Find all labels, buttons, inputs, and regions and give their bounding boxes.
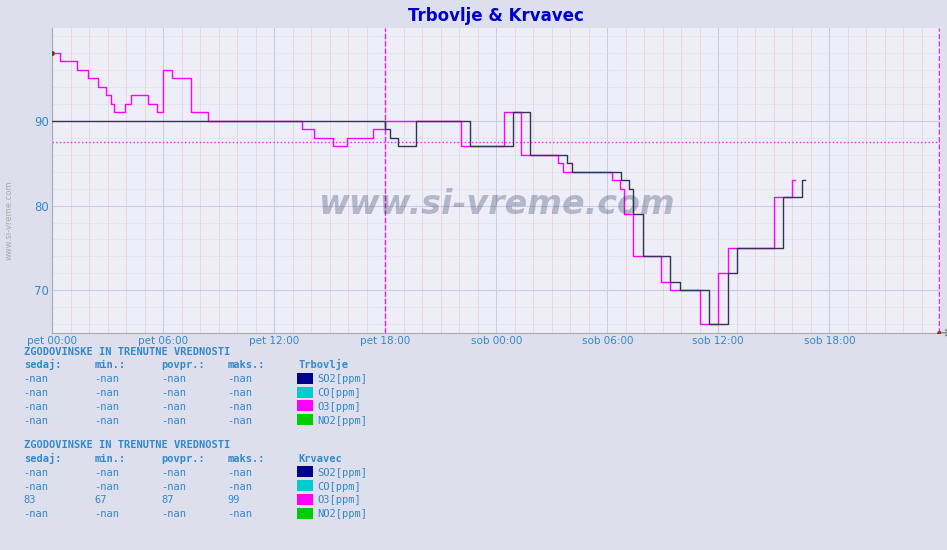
Title: Trbovlje & Krvavec: Trbovlje & Krvavec: [408, 7, 584, 25]
Text: NO2[ppm]: NO2[ppm]: [317, 509, 367, 519]
Text: www.si-vreme.com: www.si-vreme.com: [318, 188, 674, 221]
Text: O3[ppm]: O3[ppm]: [317, 495, 361, 505]
Text: min.:: min.:: [95, 454, 126, 464]
Text: -nan: -nan: [227, 374, 252, 384]
Text: -nan: -nan: [95, 509, 119, 519]
Text: 67: 67: [95, 495, 107, 505]
Text: -nan: -nan: [227, 509, 252, 519]
Text: -nan: -nan: [161, 374, 186, 384]
Text: SO2[ppm]: SO2[ppm]: [317, 468, 367, 478]
Text: -nan: -nan: [227, 415, 252, 426]
Text: min.:: min.:: [95, 360, 126, 371]
Text: sedaj:: sedaj:: [24, 360, 62, 371]
Text: -nan: -nan: [95, 468, 119, 478]
Text: -nan: -nan: [227, 468, 252, 478]
Text: -nan: -nan: [95, 388, 119, 398]
Text: -nan: -nan: [161, 415, 186, 426]
Text: -nan: -nan: [24, 374, 48, 384]
Text: maks.:: maks.:: [227, 360, 265, 371]
Text: -nan: -nan: [161, 402, 186, 412]
Text: Trbovlje: Trbovlje: [298, 360, 348, 371]
Text: sedaj:: sedaj:: [24, 453, 62, 464]
Text: -nan: -nan: [95, 415, 119, 426]
Text: ZGODOVINSKE IN TRENUTNE VREDNOSTI: ZGODOVINSKE IN TRENUTNE VREDNOSTI: [24, 346, 230, 357]
Text: 87: 87: [161, 495, 173, 505]
Text: 99: 99: [227, 495, 240, 505]
Text: povpr.:: povpr.:: [161, 454, 205, 464]
Text: povpr.:: povpr.:: [161, 360, 205, 371]
Text: -nan: -nan: [24, 509, 48, 519]
Text: www.si-vreme.com: www.si-vreme.com: [5, 180, 14, 260]
Text: O3[ppm]: O3[ppm]: [317, 402, 361, 412]
Text: SO2[ppm]: SO2[ppm]: [317, 374, 367, 384]
Text: maks.:: maks.:: [227, 454, 265, 464]
Text: -nan: -nan: [24, 402, 48, 412]
Text: -nan: -nan: [24, 468, 48, 478]
Text: -nan: -nan: [24, 388, 48, 398]
Text: -nan: -nan: [95, 402, 119, 412]
Text: -nan: -nan: [227, 402, 252, 412]
Text: Krvavec: Krvavec: [298, 454, 342, 464]
Text: -nan: -nan: [161, 468, 186, 478]
Text: -nan: -nan: [24, 481, 48, 492]
Text: -nan: -nan: [227, 388, 252, 398]
Text: -nan: -nan: [24, 415, 48, 426]
Text: NO2[ppm]: NO2[ppm]: [317, 415, 367, 426]
Text: -nan: -nan: [95, 374, 119, 384]
Text: -nan: -nan: [95, 481, 119, 492]
Text: 83: 83: [24, 495, 36, 505]
Text: CO[ppm]: CO[ppm]: [317, 388, 361, 398]
Text: -nan: -nan: [161, 509, 186, 519]
Text: CO[ppm]: CO[ppm]: [317, 481, 361, 492]
Text: ZGODOVINSKE IN TRENUTNE VREDNOSTI: ZGODOVINSKE IN TRENUTNE VREDNOSTI: [24, 440, 230, 450]
Text: -nan: -nan: [161, 481, 186, 492]
Text: -nan: -nan: [227, 481, 252, 492]
Text: -nan: -nan: [161, 388, 186, 398]
